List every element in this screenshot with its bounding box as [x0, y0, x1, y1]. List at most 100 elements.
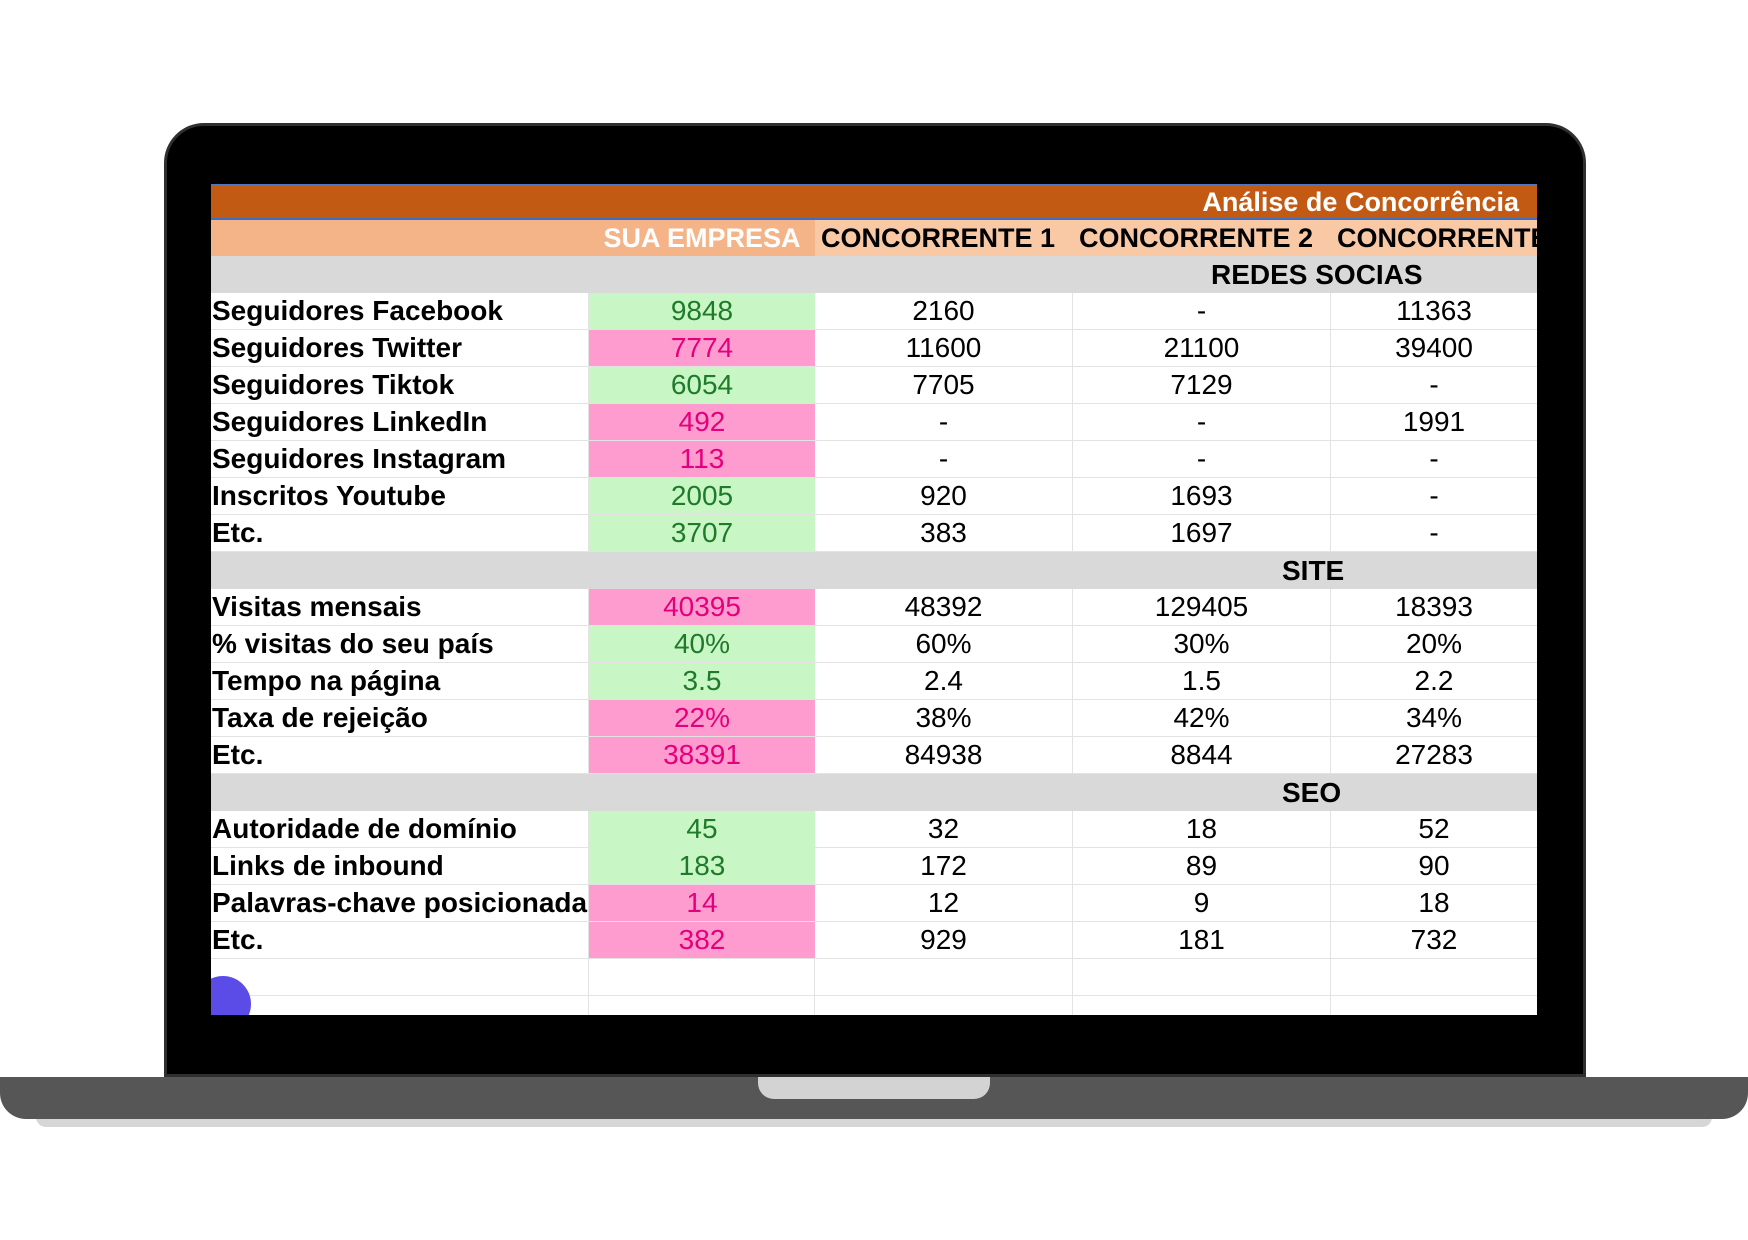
concorrente-1-value-cell[interactable]: 383 [815, 515, 1073, 551]
concorrente-2-value-cell[interactable]: 8844 [1073, 737, 1331, 773]
sua-empresa-value-cell[interactable]: 382 [589, 922, 815, 958]
sua-empresa-value-cell[interactable]: 40% [589, 626, 815, 662]
row-label-cell[interactable]: Etc. [211, 922, 589, 958]
concorrente-2-value-cell[interactable]: 42% [1073, 700, 1331, 736]
row-label-cell[interactable]: Etc. [211, 515, 589, 551]
header-sua-empresa[interactable]: SUA EMPRESA [603, 222, 801, 253]
row-label-cell[interactable]: Etc. [211, 737, 589, 773]
concorrente-2-value-cell[interactable]: - [1073, 293, 1331, 329]
concorrente-3-value-cell[interactable]: - [1429, 369, 1439, 400]
concorrente-1-value-cell[interactable]: 48392 [815, 589, 1073, 625]
concorrente-3-value-cell[interactable]: - [1429, 443, 1439, 474]
concorrente-2-value-cell[interactable]: 21100 [1073, 330, 1331, 366]
concorrente-2-value-cell[interactable]: 9 [1073, 885, 1331, 921]
empty-cell[interactable] [1331, 959, 1537, 995]
row-label-cell[interactable]: Links de inbound [211, 848, 589, 884]
concorrente-3-value-cell[interactable]: 11363 [1396, 295, 1472, 326]
concorrente-3-value-cell[interactable]: 52 [1418, 813, 1450, 844]
concorrente-1-value-cell[interactable]: 32 [815, 811, 1073, 847]
row-label-cell[interactable]: Seguidores Twitter [211, 330, 589, 366]
concorrente-1-value-cell[interactable]: 2.4 [815, 663, 1073, 699]
empty-cell[interactable] [589, 959, 815, 995]
concorrente-3-value-cell[interactable]: 18 [1418, 887, 1450, 918]
concorrente-2-value-cell[interactable]: 7129 [1073, 367, 1331, 403]
row-label-cell[interactable]: Visitas mensais [211, 589, 589, 625]
row-label-cell[interactable]: Taxa de rejeição [211, 700, 589, 736]
concorrente-1-value-cell[interactable]: 172 [815, 848, 1073, 884]
concorrente-1-value-cell[interactable]: 84938 [815, 737, 1073, 773]
concorrente-1-value-cell[interactable]: 2160 [815, 293, 1073, 329]
concorrente-3-value-cell[interactable]: 18393 [1395, 591, 1473, 622]
concorrente-2-value-cell[interactable]: 1.5 [1073, 663, 1331, 699]
concorrente-3-value-cell[interactable]: 1991 [1402, 406, 1466, 437]
sua-empresa-value-cell[interactable]: 9848 [589, 293, 815, 329]
table-row: Links de inbound 183 172 89 90 [211, 848, 1537, 885]
row-label-cell[interactable]: Palavras-chave posicionadas [211, 885, 589, 921]
empty-cell[interactable] [211, 959, 589, 995]
empty-cell[interactable] [815, 959, 1073, 995]
empty-cell[interactable] [815, 996, 1073, 1015]
header-label-cell[interactable] [211, 220, 589, 256]
concorrente-2-value-cell[interactable]: 18 [1073, 811, 1331, 847]
row-label-cell[interactable]: Seguidores LinkedIn [211, 404, 589, 440]
sua-empresa-value-cell[interactable]: 38391 [589, 737, 815, 773]
row-label-cell[interactable]: Inscritos Youtube [211, 478, 589, 514]
concorrente-3-value-cell[interactable]: 2.2 [1414, 665, 1454, 696]
row-label-cell[interactable]: Tempo na página [211, 663, 589, 699]
concorrente-1-value-cell[interactable]: 7705 [815, 367, 1073, 403]
concorrente-2-value-cell[interactable]: 30% [1073, 626, 1331, 662]
laptop-shadow [36, 1117, 1712, 1127]
empty-cell[interactable] [1331, 996, 1537, 1015]
header-concorrente-2[interactable]: CONCORRENTE 2 [1073, 220, 1331, 256]
sua-empresa-value-cell[interactable]: 22% [589, 700, 815, 736]
concorrente-3-value-cell[interactable]: 34% [1405, 702, 1463, 733]
concorrente-3-value-cell[interactable]: 20% [1405, 628, 1463, 659]
empty-cell[interactable] [211, 996, 589, 1015]
sua-empresa-value-cell[interactable]: 40395 [589, 589, 815, 625]
row-label-cell[interactable]: Seguidores Facebook [211, 293, 589, 329]
sua-empresa-value-cell[interactable]: 6054 [589, 367, 815, 403]
concorrente-1-value-cell[interactable]: - [815, 441, 1073, 477]
concorrente-1-value-cell[interactable]: 929 [815, 922, 1073, 958]
row-label-cell[interactable]: Seguidores Tiktok [211, 367, 589, 403]
concorrente-2-value-cell[interactable]: 89 [1073, 848, 1331, 884]
table-row: Tempo na página 3.5 2.4 1.5 2.2 [211, 663, 1537, 700]
header-concorrente-1[interactable]: CONCORRENTE 1 [815, 220, 1073, 256]
row-label-cell[interactable]: Autoridade de domínio [211, 811, 589, 847]
concorrente-1-value-cell[interactable]: 920 [815, 478, 1073, 514]
concorrente-2-value-cell[interactable]: 181 [1073, 922, 1331, 958]
concorrente-3-value-cell[interactable]: 732 [1410, 924, 1458, 955]
concorrente-2-value-cell[interactable]: 1697 [1073, 515, 1331, 551]
concorrente-2-value-cell[interactable]: - [1073, 404, 1331, 440]
sua-empresa-value-cell[interactable]: 3.5 [589, 663, 815, 699]
concorrente-1-value-cell[interactable]: 11600 [815, 330, 1073, 366]
sua-empresa-value-cell[interactable]: 14 [589, 885, 815, 921]
concorrente-1-value-cell[interactable]: 38% [815, 700, 1073, 736]
table-row: Autoridade de domínio 45 32 18 52 [211, 811, 1537, 848]
row-label-cell[interactable]: Seguidores Instagram [211, 441, 589, 477]
concorrente-3-value-cell[interactable]: 27283 [1395, 739, 1473, 770]
sua-empresa-value-cell[interactable]: 45 [589, 811, 815, 847]
sua-empresa-value-cell[interactable]: 183 [589, 848, 815, 884]
concorrente-1-value-cell[interactable]: 12 [815, 885, 1073, 921]
concorrente-1-value-cell[interactable]: - [815, 404, 1073, 440]
empty-cell[interactable] [1073, 996, 1331, 1015]
row-label-cell[interactable]: % visitas do seu país [211, 626, 589, 662]
sua-empresa-value-cell[interactable]: 492 [589, 404, 815, 440]
sua-empresa-value-cell[interactable]: 113 [589, 441, 815, 477]
concorrente-2-value-cell[interactable]: 1693 [1073, 478, 1331, 514]
concorrente-2-value-cell[interactable]: 129405 [1073, 589, 1331, 625]
concorrente-1-value-cell[interactable]: 60% [815, 626, 1073, 662]
sua-empresa-value-cell[interactable]: 3707 [589, 515, 815, 551]
empty-cell[interactable] [1073, 959, 1331, 995]
concorrente-3-value-cell[interactable]: - [1429, 480, 1439, 511]
table-row: Palavras-chave posicionadas 14 12 9 18 [211, 885, 1537, 922]
concorrente-3-value-cell[interactable]: 39400 [1395, 332, 1473, 363]
concorrente-2-value-cell[interactable]: - [1073, 441, 1331, 477]
empty-cell[interactable] [589, 996, 815, 1015]
header-concorrente-3[interactable]: CONCORRENTE 3 [1331, 220, 1537, 256]
sua-empresa-value-cell[interactable]: 7774 [589, 330, 815, 366]
concorrente-3-value-cell[interactable]: - [1429, 517, 1439, 548]
concorrente-3-value-cell[interactable]: 90 [1418, 850, 1450, 881]
sua-empresa-value-cell[interactable]: 2005 [589, 478, 815, 514]
